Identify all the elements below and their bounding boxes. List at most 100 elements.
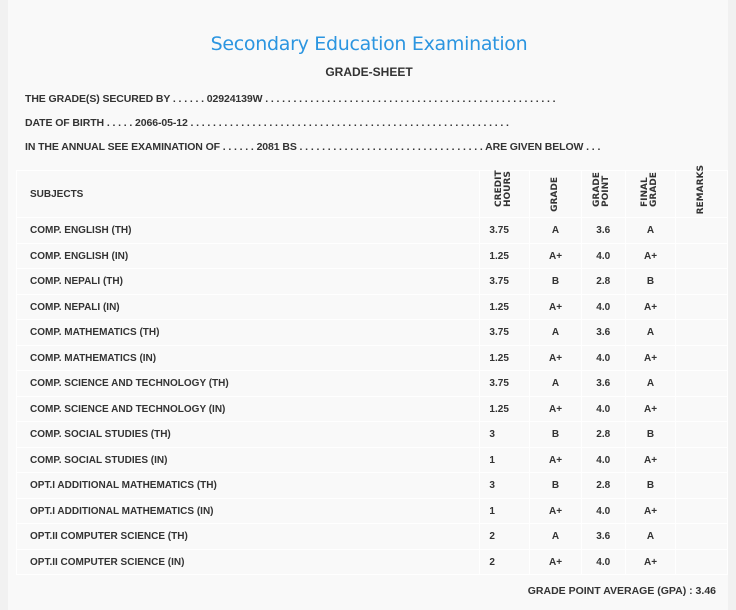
grade-cell: B (529, 421, 582, 448)
final-grade-cell: B (624, 268, 677, 295)
grade-cell: B (529, 472, 582, 499)
col-remarks: REMARKS (675, 165, 728, 219)
grade-cell: A (529, 523, 582, 550)
table-row: COMP. SOCIAL STUDIES (IN) 1 A+ 4.0 A+ (15, 446, 728, 474)
subject-cell: OPT.II COMPUTER SCIENCE (TH) (15, 523, 481, 550)
gpa-summary: GRADE POINT AVERAGE (GPA) : 3.46 (527, 585, 716, 597)
table-row: COMP. MATHEMATICS (TH) 3.75 A 3.6 A (15, 319, 728, 346)
credit-hours-cell: 2 (479, 523, 531, 550)
remarks-cell (675, 370, 728, 397)
col-remarks-label: REMARKS (696, 165, 707, 215)
grade-cell: A+ (529, 446, 582, 474)
grade-point-cell: 4.0 (580, 242, 626, 270)
table-row: COMP. ENGLISH (IN) 1.25 A+ 4.0 A+ (15, 242, 728, 270)
subject-cell: COMP. MATHEMATICS (TH) (15, 319, 481, 346)
final-grade-cell: A (624, 523, 677, 550)
grade-cell: A+ (529, 497, 582, 525)
col-credit-hours: CREDIT HOURS (479, 169, 531, 219)
final-grade-cell: A+ (624, 446, 677, 474)
final-grade-cell: A (624, 217, 677, 244)
credit-hours-cell: 3 (479, 472, 531, 499)
table-row: OPT.I ADDITIONAL MATHEMATICS (IN) 1 A+ 4.0 A… (15, 497, 728, 525)
grade-cell: A+ (529, 548, 582, 576)
grade-sheet: Secondary Education Examination GRADE-SH… (8, 0, 728, 610)
credit-hours-cell: 3 (479, 421, 531, 448)
grade-cell: A+ (529, 242, 582, 270)
grades-table: SUBJECTS CREDIT HOURS GRADE GRADE POINT … (15, 165, 728, 576)
table-row: COMP. MATHEMATICS (IN) 1.25 A+ 4.0 A+ (15, 344, 728, 372)
table-header-row: SUBJECTS CREDIT HOURS GRADE GRADE POINT … (15, 165, 728, 219)
grade-cell: A (529, 319, 582, 346)
grade-point-cell: 4.0 (580, 548, 626, 576)
remarks-cell (675, 523, 728, 550)
subject-cell: OPT.I ADDITIONAL MATHEMATICS (TH) (15, 472, 481, 499)
table-row: COMP. SCIENCE AND TECHNOLOGY (IN) 1.25 A+ 4… (15, 395, 728, 423)
final-grade-cell: A (624, 370, 677, 397)
col-grade-point: GRADE POINT (580, 169, 626, 219)
remarks-cell (675, 472, 728, 499)
final-grade-cell: A+ (624, 548, 677, 576)
subject-cell: COMP. SCIENCE AND TECHNOLOGY (IN) (15, 395, 481, 423)
subject-cell: COMP. MATHEMATICS (IN) (15, 344, 481, 372)
subject-cell: COMP. ENGLISH (IN) (15, 242, 481, 270)
col-credit-hours-label: CREDIT HOURS (493, 170, 513, 207)
remarks-cell (675, 497, 728, 525)
remarks-cell (675, 421, 728, 448)
grade-point-cell: 4.0 (580, 446, 626, 474)
credit-hours-cell: 1.25 (479, 344, 531, 372)
subject-cell: OPT.I ADDITIONAL MATHEMATICS (IN) (15, 497, 481, 525)
grade-point-cell: 4.0 (580, 293, 626, 321)
grade-point-cell: 2.8 (580, 421, 626, 448)
table-row: OPT.I ADDITIONAL MATHEMATICS (TH) 3 B 2.8 B (15, 472, 728, 499)
final-grade-cell: A+ (624, 293, 677, 321)
final-grade-cell: A+ (624, 242, 677, 270)
grade-cell: A (529, 217, 582, 244)
table-row: COMP. ENGLISH (TH) 3.75 A 3.6 A (15, 217, 728, 244)
remarks-cell (675, 446, 728, 474)
credit-hours-cell: 1.25 (479, 293, 531, 321)
grade-cell: B (529, 268, 582, 295)
col-final-grade-label: FINAL GRADE (639, 172, 659, 207)
subject-cell: COMP. ENGLISH (TH) (15, 217, 481, 244)
grade-cell: A (529, 370, 582, 397)
remarks-cell (675, 293, 728, 321)
page-subtitle: GRADE-SHEET (325, 65, 413, 79)
remarks-cell (675, 548, 728, 576)
final-grade-cell: B (624, 472, 677, 499)
subject-cell: COMP. SCIENCE AND TECHNOLOGY (TH) (15, 370, 481, 397)
final-grade-cell: A+ (624, 497, 677, 525)
credit-hours-cell: 2 (479, 548, 531, 576)
remarks-cell (675, 395, 728, 423)
grades-table-body: COMP. ENGLISH (TH) 3.75 A 3.6 A COMP. ENGLISH… (15, 217, 728, 576)
subject-cell: COMP. SOCIAL STUDIES (TH) (15, 421, 481, 448)
grade-point-cell: 4.0 (580, 395, 626, 423)
grade-point-cell: 3.6 (580, 319, 626, 346)
table-row: COMP. SOCIAL STUDIES (TH) 3 B 2.8 B (15, 421, 728, 448)
final-grade-cell: A (624, 319, 677, 346)
table-row: COMP. NEPALI (IN) 1.25 A+ 4.0 A+ (15, 293, 728, 321)
subject-cell: COMP. NEPALI (IN) (15, 293, 481, 321)
col-grade-point-label: GRADE POINT (592, 172, 612, 207)
remarks-cell (675, 242, 728, 270)
table-row: COMP. SCIENCE AND TECHNOLOGY (TH) 3.75 A 3.… (15, 370, 728, 397)
subject-cell: OPT.II COMPUTER SCIENCE (IN) (15, 548, 481, 576)
table-row: OPT.II COMPUTER SCIENCE (IN) 2 A+ 4.0 A+ (15, 548, 728, 576)
credit-hours-cell: 1.25 (479, 242, 531, 270)
credit-hours-cell: 3.75 (479, 319, 531, 346)
secured-by-line: THE GRADE(S) SECURED BY . . . . . . 0292… (25, 93, 556, 105)
page-title: Secondary Education Examination (210, 33, 528, 55)
grade-point-cell: 3.6 (580, 370, 626, 397)
grade-cell: A+ (529, 395, 582, 423)
remarks-cell (675, 217, 728, 244)
col-grade-label: GRADE (550, 177, 561, 212)
grade-point-cell: 2.8 (580, 472, 626, 499)
remarks-cell (675, 319, 728, 346)
col-subjects: SUBJECTS (15, 169, 481, 219)
credit-hours-cell: 3.75 (479, 370, 531, 397)
grade-point-cell: 3.6 (580, 523, 626, 550)
table-row: COMP. NEPALI (TH) 3.75 B 2.8 B (15, 268, 728, 295)
grade-point-cell: 2.8 (580, 268, 626, 295)
col-grade: GRADE (529, 169, 582, 219)
grade-point-cell: 4.0 (580, 497, 626, 525)
subject-cell: COMP. SOCIAL STUDIES (IN) (15, 446, 481, 474)
